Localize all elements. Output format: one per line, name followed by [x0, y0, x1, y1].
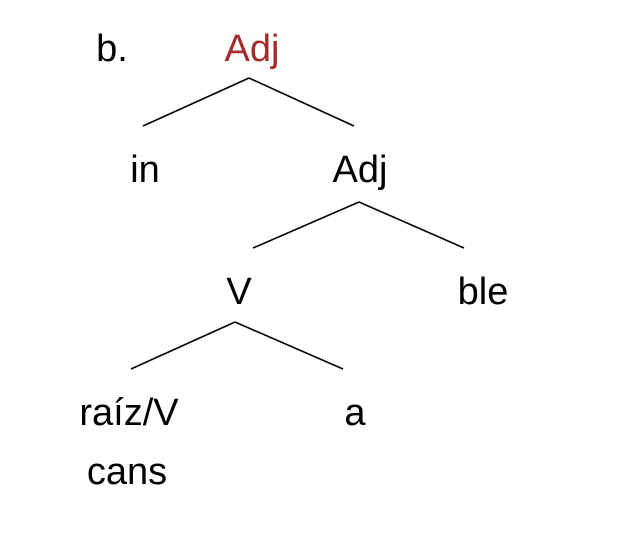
branch-v-to-a [234, 321, 344, 370]
branch-adj-to-v [252, 201, 360, 249]
node-a: a [344, 392, 366, 434]
node-v: V [226, 271, 252, 313]
node-cans: cans [86, 451, 168, 493]
branch-root-to-adj [248, 77, 355, 127]
node-ble: ble [457, 271, 509, 313]
example-label: b. [96, 28, 128, 70]
branch-root-to-in [142, 77, 250, 127]
node-in: in [130, 149, 160, 191]
node-raiz-v: raíz/V [79, 392, 179, 434]
branch-v-to-raiz [130, 321, 236, 370]
node-root-adj: Adj [224, 28, 280, 70]
branch-adj-to-ble [358, 201, 465, 249]
node-adj: Adj [332, 149, 388, 191]
